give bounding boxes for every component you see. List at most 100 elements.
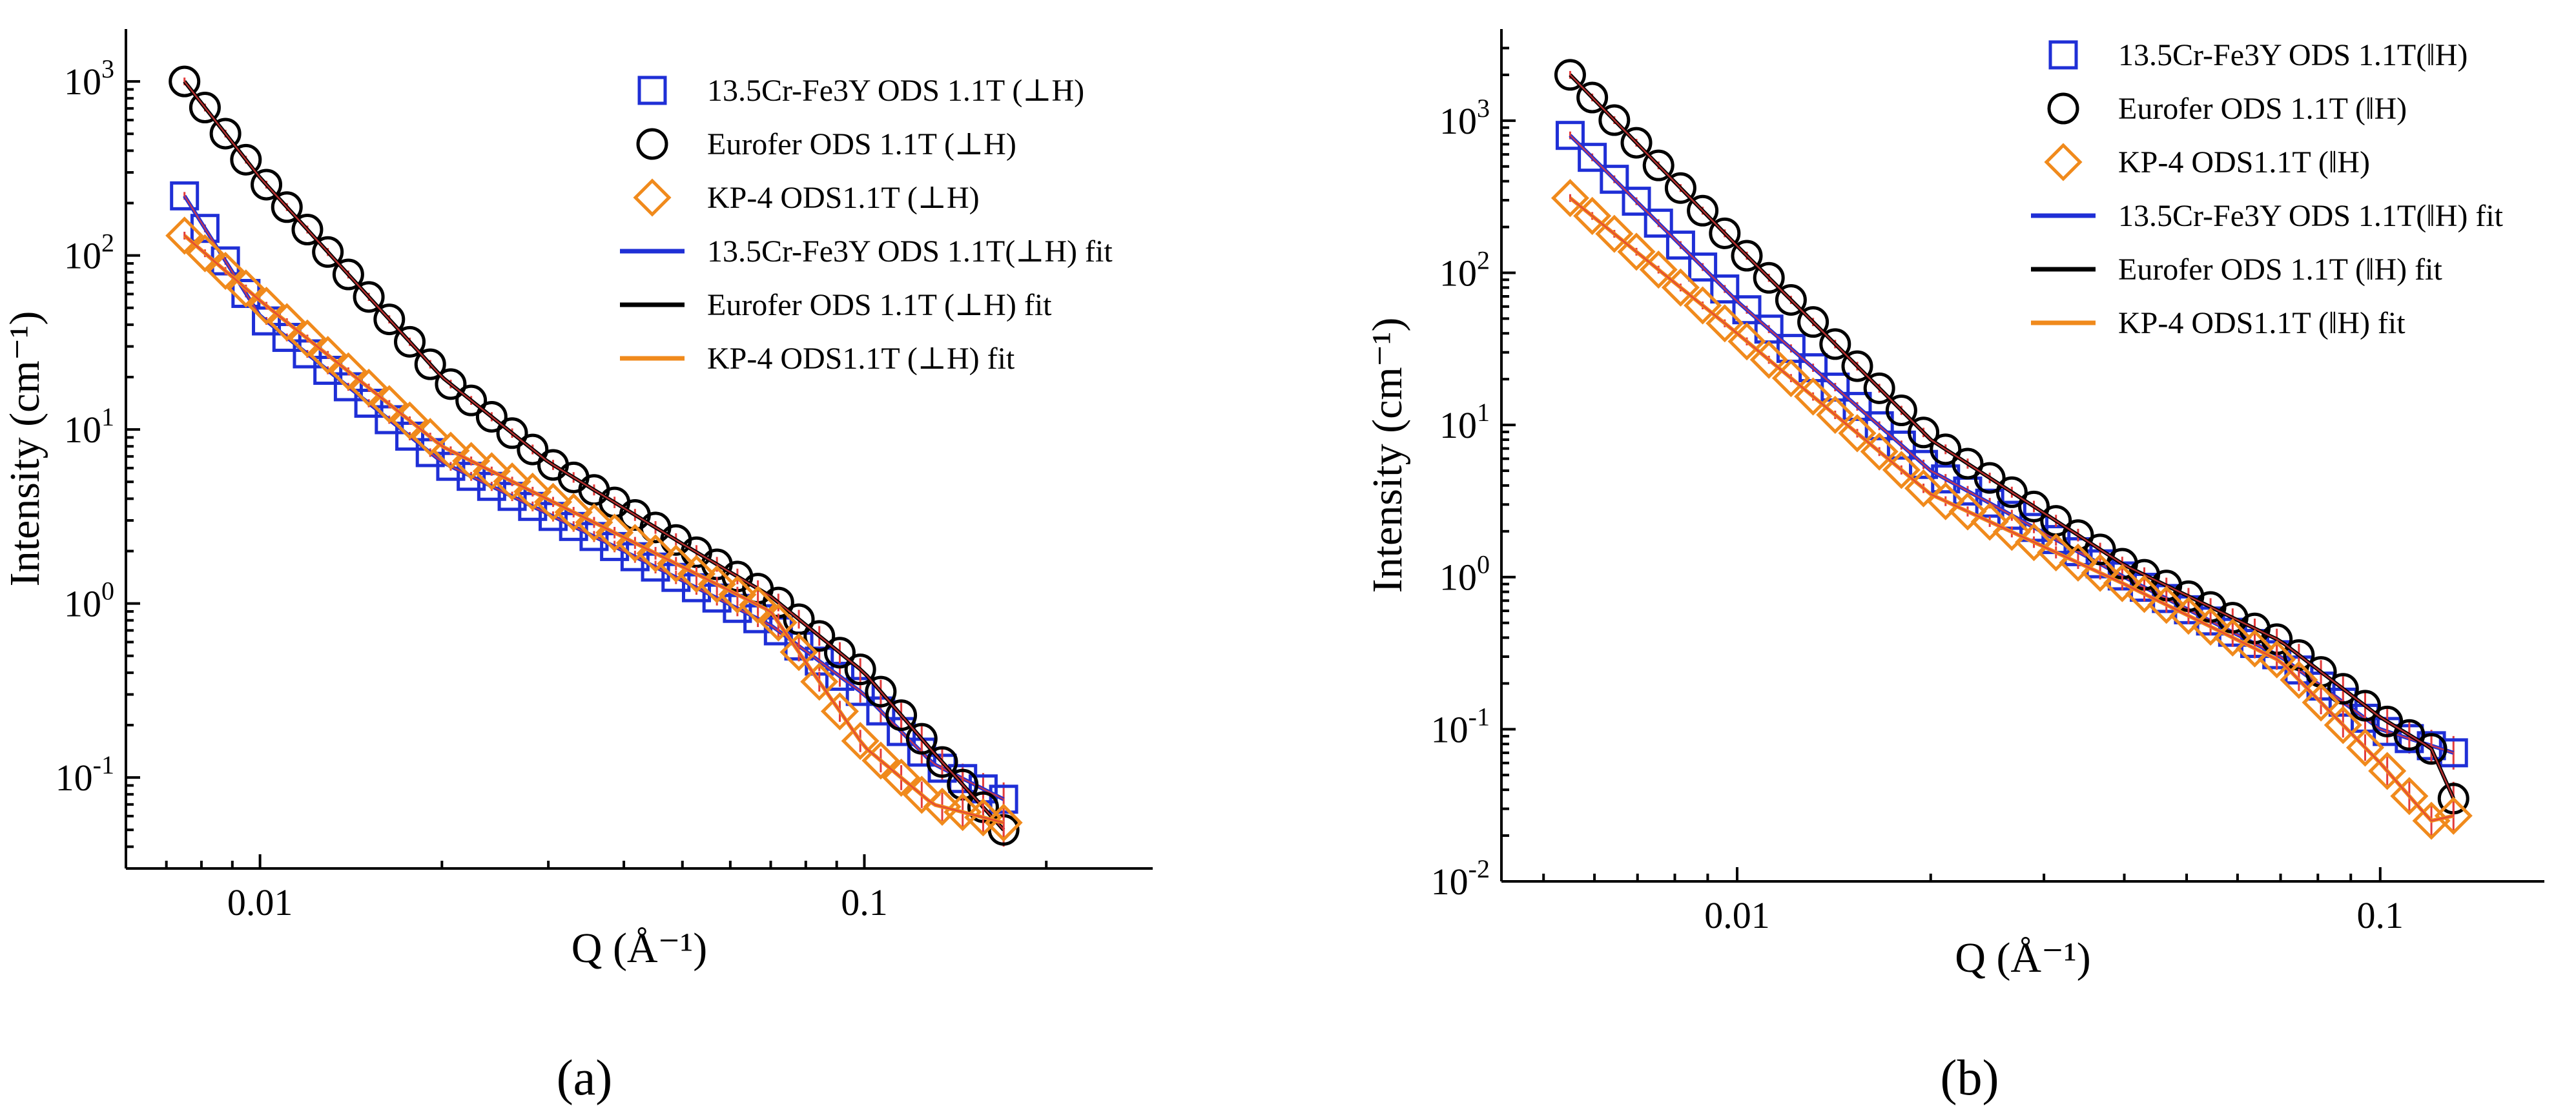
data-point-diamond <box>1727 322 1766 361</box>
data-point-diamond <box>1573 196 1612 235</box>
data-point-circle <box>844 653 876 686</box>
data-point-diamond <box>800 662 839 701</box>
data-point-circle <box>1885 395 1917 427</box>
data-point-diamond <box>165 216 204 255</box>
data-point-diamond <box>309 336 347 375</box>
data-point-circle <box>905 723 938 755</box>
legend-marker <box>2047 92 2079 125</box>
data-point-circle <box>2062 519 2094 551</box>
data-point-diamond <box>2280 661 2318 699</box>
plot-area <box>1551 59 2473 840</box>
data-point-circle <box>1841 350 1873 382</box>
data-point-diamond <box>411 418 449 457</box>
data-point-diamond <box>349 368 388 407</box>
legend-entry-label: 13.5Cr-Fe3Y ODS 1.1T(⊥H) fit <box>707 234 1113 269</box>
fit-line-overlay <box>1569 197 2454 822</box>
data-point-diamond <box>1661 268 1700 307</box>
fit-line <box>183 194 1005 801</box>
y-tick-label: 10-1 <box>56 750 114 799</box>
legend-entry-label: Eurofer ODS 1.1T (ǁH) <box>2118 92 2407 126</box>
data-point-diamond <box>2412 801 2451 840</box>
data-point-circle <box>1709 217 1741 249</box>
data-point-diamond <box>963 798 1002 837</box>
data-point-diamond <box>779 633 818 672</box>
data-point-circle <box>2018 490 2050 522</box>
data-point-diamond <box>2324 706 2362 744</box>
data-point-circle <box>517 433 549 466</box>
data-point-circle <box>189 92 221 124</box>
legend-marker <box>633 178 672 217</box>
x-tick-label: 0.01 <box>227 881 293 923</box>
y-tick-label: 102 <box>1439 245 1490 294</box>
data-point-circle <box>1819 328 1851 360</box>
y-tick-label: 101 <box>64 402 114 451</box>
data-point-diamond <box>1684 286 1722 325</box>
data-point-square <box>1555 121 1585 150</box>
data-point-circle <box>169 65 201 98</box>
data-point-circle <box>435 368 467 400</box>
data-point-diamond <box>1551 179 1589 218</box>
data-point-diamond <box>2302 683 2340 722</box>
legend-entry-label: KP-4 ODS1.1T (ǁH) <box>2118 145 2370 180</box>
data-point-circle <box>291 214 324 246</box>
data-point-circle <box>1930 433 1962 466</box>
y-tick-label: 10-1 <box>1431 702 1490 750</box>
data-point-diamond <box>2434 796 2473 835</box>
x-axis-title: Q (Å⁻¹) <box>572 925 707 972</box>
data-point-square <box>1622 187 1651 216</box>
data-point-circle <box>2415 733 2447 765</box>
data-point-diamond <box>1816 395 1855 435</box>
data-point-circle <box>1554 59 1586 91</box>
data-point-diamond <box>984 803 1023 842</box>
legend-entry-label: 13.5Cr-Fe3Y ODS 1.1T(ǁH) <box>2118 38 2468 72</box>
legend-entry-label: Eurofer ODS 1.1T (⊥H) fit <box>707 288 1052 322</box>
legend-entry-label: 13.5Cr-Fe3Y ODS 1.1T(ǁH) fit <box>2118 199 2504 233</box>
data-point-square <box>1578 143 1607 172</box>
data-point-circle <box>1908 416 1940 449</box>
data-point-diamond <box>370 385 409 424</box>
data-point-circle <box>823 637 856 669</box>
y-tick-exponent: 0 <box>101 577 114 606</box>
x-tick-label: 0.1 <box>841 881 888 923</box>
data-point-square <box>170 181 200 210</box>
data-point-diamond <box>861 741 900 780</box>
data-point-circle <box>1995 476 2028 508</box>
y-axis-title: Intensity (cm⁻¹) <box>1 311 48 587</box>
data-point-diamond <box>820 692 859 731</box>
data-point-diamond <box>882 758 921 797</box>
data-point-diamond <box>329 352 367 391</box>
data-point-diamond <box>1771 359 1810 398</box>
data-point-circle <box>1797 306 1829 338</box>
data-point-circle <box>1973 462 2006 494</box>
legend-entry-label: 13.5Cr-Fe3Y ODS 1.1T (⊥H) <box>707 74 1084 108</box>
legend-entry-label: Eurofer ODS 1.1T (ǁH) fit <box>2118 252 2442 287</box>
data-point-circle <box>1775 283 1807 316</box>
y-tick-exponent: 3 <box>101 54 114 83</box>
data-point-square <box>2438 738 2468 768</box>
data-point-circle <box>1753 262 1785 294</box>
data-point-circle <box>455 384 488 416</box>
legend-marker <box>637 76 667 105</box>
legend-entry-label: Eurofer ODS 1.1T (⊥H) <box>707 127 1016 161</box>
legend-entry-label: KP-4 ODS1.1T (ǁH) fit <box>2118 306 2406 340</box>
data-point-circle <box>496 417 528 449</box>
fit-line-overlay <box>1569 74 2455 799</box>
legend-entry-label: KP-4 ODS1.1T (⊥H) fit <box>707 342 1015 376</box>
legend-marker <box>2048 40 2078 70</box>
data-point-diamond <box>1617 232 1656 271</box>
data-point-square <box>825 661 854 691</box>
data-point-diamond <box>1794 377 1833 416</box>
data-point-circle <box>394 325 426 358</box>
data-point-diamond <box>2345 728 2385 767</box>
y-tick-label: 100 <box>1439 550 1490 599</box>
data-point-circle <box>271 191 303 223</box>
y-tick-exponent: 1 <box>1477 398 1490 427</box>
data-point-circle <box>1863 372 1895 404</box>
fit-line <box>1569 196 2454 823</box>
data-point-circle <box>1576 81 1609 114</box>
data-point-circle <box>1687 194 1719 227</box>
y-tick-label: 103 <box>64 54 114 103</box>
data-point-diamond <box>390 401 429 440</box>
